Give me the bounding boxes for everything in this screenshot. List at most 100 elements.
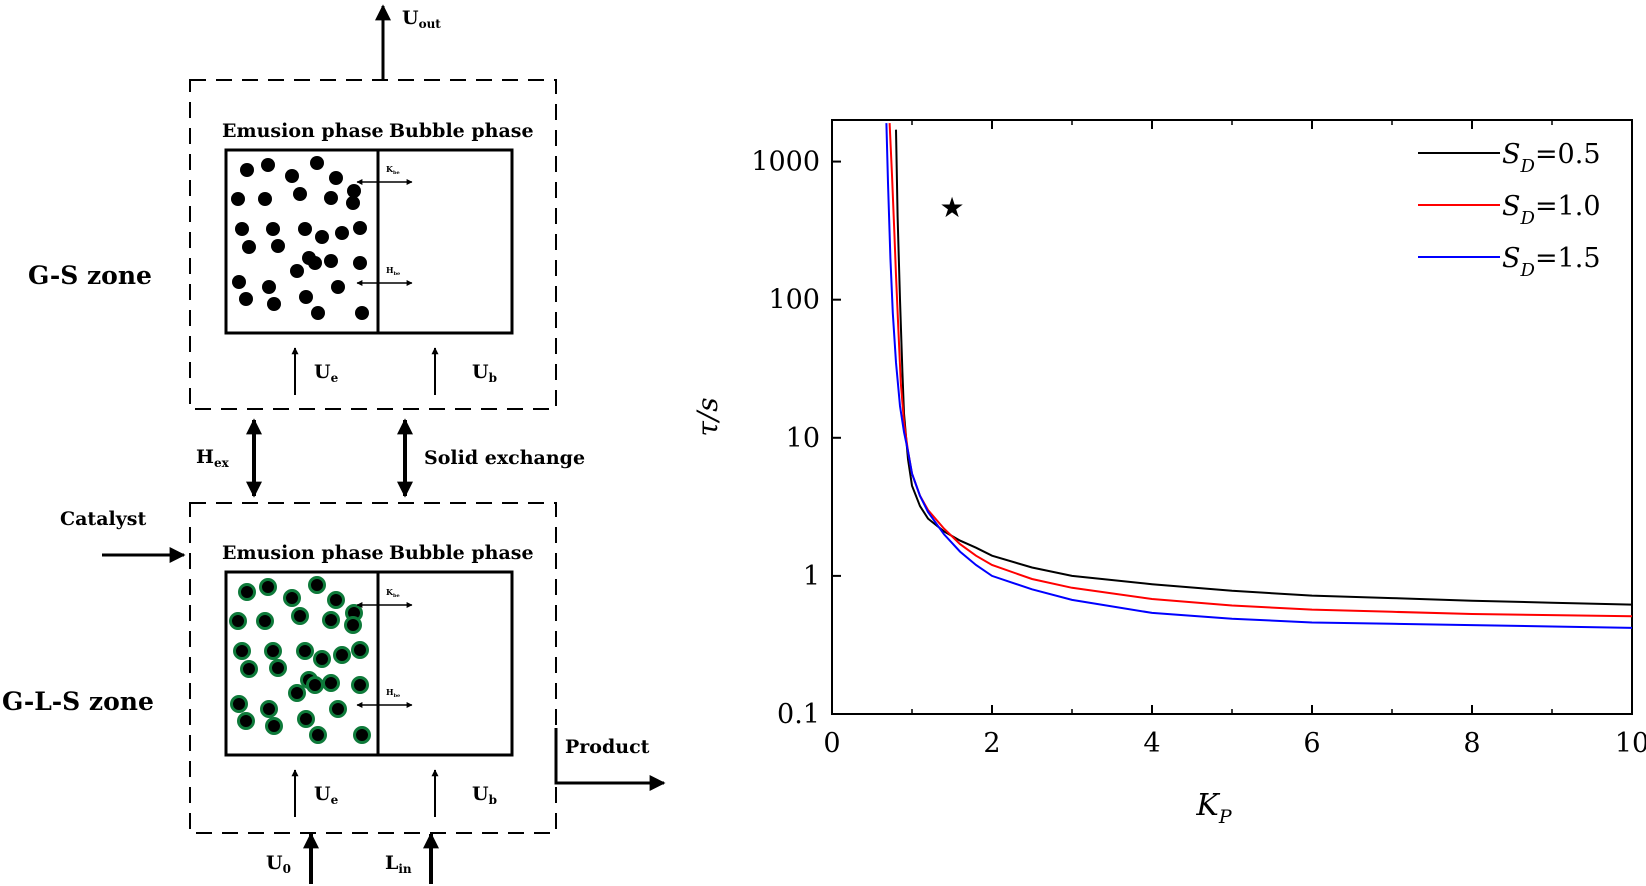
wetted-catalyst-particle (322, 674, 340, 692)
catalyst-particle (335, 226, 349, 240)
catalyst-particle (285, 169, 299, 183)
wetted-catalyst-particle (256, 612, 274, 630)
u0-label: U0 (266, 852, 291, 876)
gs-kbe-label: Kbe (386, 164, 400, 176)
catalyst-particle (262, 280, 276, 294)
gls-ub-label: Ub (472, 783, 497, 807)
gls-zone-boundary (189, 502, 557, 834)
catalyst-particle (346, 196, 360, 210)
catalyst-particle (267, 297, 281, 311)
x-tick-label: 10 (1615, 728, 1646, 759)
wetted-catalyst-particle (344, 616, 362, 634)
catalyst-particle (353, 256, 367, 270)
catalyst-particle (308, 256, 322, 270)
wetted-catalyst-particle (291, 607, 309, 625)
catalyst-particle (324, 254, 338, 268)
gls-bubble-label: Bubble phase (389, 542, 534, 564)
wetted-catalyst-particle (308, 576, 326, 594)
wetted-catalyst-particle (351, 641, 369, 659)
catalyst-particle (324, 191, 338, 205)
gs-hbe-label: Hbe (386, 265, 400, 277)
y-tick-label: 1 (803, 561, 820, 592)
wetted-catalyst-particle (233, 642, 251, 660)
gs-ue-label: Ue (314, 361, 339, 385)
gls-particles (229, 576, 371, 744)
y-axis-label: τ/s (691, 397, 724, 436)
wetted-catalyst-particle (296, 642, 314, 660)
legend-entry: SD=0.5 (1502, 139, 1601, 177)
legend-entry: SD=1.0 (1502, 191, 1601, 229)
legend-entry: SD=1.5 (1502, 243, 1601, 281)
catalyst-particle (290, 264, 304, 278)
catalyst-particle (261, 158, 275, 172)
wetted-catalyst-particle (313, 650, 331, 668)
wetted-catalyst-particle (297, 710, 315, 728)
wetted-catalyst-particle (269, 659, 287, 677)
x-tick-label: 0 (823, 728, 840, 759)
catalyst-particle (231, 192, 245, 206)
series-line (895, 129, 1632, 606)
y-tick-label: 10 (786, 423, 820, 454)
y-tick-label: 0.1 (777, 699, 820, 730)
wetted-catalyst-particle (238, 583, 256, 601)
wetted-catalyst-particle (351, 676, 369, 694)
catalyst-particle (315, 230, 329, 244)
gs-particles (231, 156, 369, 320)
solid-exchange-label: Solid exchange (424, 447, 585, 469)
gs-emulsion-label: Emusion phase (222, 120, 384, 142)
chart-series (885, 123, 1632, 629)
u-out-label: Uout (402, 7, 441, 31)
gs-bubble-box (376, 148, 514, 335)
x-tick-label: 2 (983, 728, 1000, 759)
gls-ue-label: Ue (314, 783, 339, 807)
star-marker: ★ (939, 191, 964, 224)
catalyst-particle (258, 192, 272, 206)
gs-ub-label: Ub (472, 361, 497, 385)
reactor-diagram: Uout G-S zone Emusion phase Bubble phase… (2, 4, 666, 884)
x-tick-label: 6 (1303, 728, 1320, 759)
catalyst-particle (299, 290, 313, 304)
product-arrow (554, 728, 666, 791)
catalyst-particle (298, 222, 312, 236)
catalyst-particle (271, 239, 285, 253)
catalyst-particle (355, 306, 369, 320)
wetted-catalyst-particle (260, 700, 278, 718)
gls-emulsion-label: Emusion phase (222, 542, 384, 564)
wetted-catalyst-particle (322, 611, 340, 629)
gls-zone-label: G-L-S zone (2, 687, 154, 716)
catalyst-particle (329, 171, 343, 185)
gls-kbe-label: Kbe (386, 587, 400, 599)
catalyst-particle (331, 280, 345, 294)
chart-legend: SD=0.5 SD=1.0 SD=1.5 (1418, 139, 1601, 281)
catalyst-particle (232, 275, 246, 289)
wetted-catalyst-particle (329, 700, 347, 718)
gs-zone-boundary (189, 79, 557, 410)
catalyst-particle (242, 240, 256, 254)
tau-kp-chart: 0 2 4 6 8 10 0.1 1 10 100 1000 ★ SD=0.5 SD=1.0 SD=1.… (691, 119, 1646, 828)
x-tick-label: 4 (1143, 728, 1160, 759)
y-tick-label: 1000 (751, 147, 820, 178)
wetted-catalyst-particle (288, 684, 306, 702)
wetted-catalyst-particle (306, 676, 324, 694)
series-line (888, 123, 1632, 618)
x-axis-label: KP (1195, 788, 1232, 828)
catalyst-particle (240, 163, 254, 177)
catalyst-particle (293, 187, 307, 201)
wetted-catalyst-particle (327, 591, 345, 609)
wetted-catalyst-particle (309, 726, 327, 744)
wetted-catalyst-particle (353, 726, 371, 744)
y-tick-label: 100 (768, 285, 820, 316)
wetted-catalyst-particle (240, 660, 258, 678)
wetted-catalyst-particle (230, 695, 248, 713)
gs-bubble-label: Bubble phase (389, 120, 534, 142)
wetted-catalyst-particle (237, 712, 255, 730)
wetted-catalyst-particle (264, 642, 282, 660)
wetted-catalyst-particle (333, 646, 351, 664)
catalyst-particle (235, 222, 249, 236)
gs-zone-label: G-S zone (28, 261, 152, 290)
axis-ticks: 0 2 4 6 8 10 0.1 1 10 100 1000 (751, 120, 1646, 759)
product-label: Product (565, 736, 650, 758)
series-line (885, 123, 1632, 629)
catalyst-particle (310, 156, 324, 170)
